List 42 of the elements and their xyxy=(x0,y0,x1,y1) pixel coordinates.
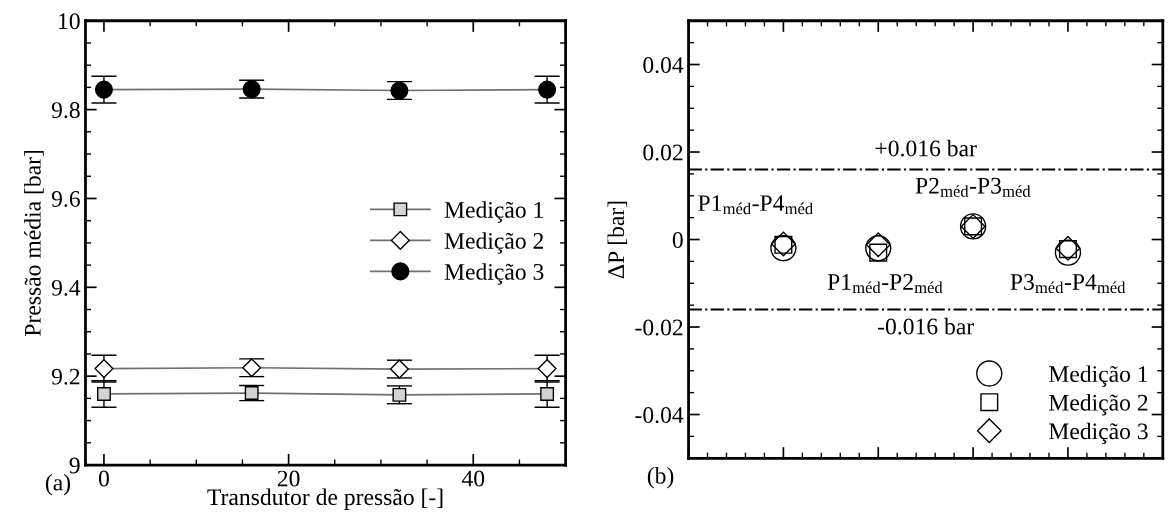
annotation: P1$_{méd}$-P2$_{méd}$ xyxy=(827,274,943,294)
annotation: P3$_{méd}$-P4$_{méd}$ xyxy=(1010,274,1126,294)
y-tick-label: -0.02 xyxy=(635,319,683,336)
legend-label: Medição 1 xyxy=(444,201,543,223)
y-tick-label: 9 xyxy=(69,457,80,474)
point xyxy=(537,359,557,379)
x-axis-title: Transdutor de pressão [-] xyxy=(207,488,443,510)
y-tick-label: 0.02 xyxy=(643,144,683,161)
y-tick-label: -0.04 xyxy=(635,407,684,424)
point xyxy=(392,387,407,402)
legend-label: Medição 3 xyxy=(444,263,544,285)
point xyxy=(244,386,259,400)
ref-line-label: +0.016 bar xyxy=(875,139,977,157)
point xyxy=(538,80,557,99)
x-tick-label: 40 xyxy=(461,470,485,487)
point xyxy=(770,235,797,262)
legend-label: Medição 2 xyxy=(444,232,544,254)
y-tick-label: 9.2 xyxy=(51,368,80,385)
point xyxy=(540,386,555,401)
y-tick-label: 0 xyxy=(672,232,683,248)
y-tick-label: 0.04 xyxy=(643,57,684,74)
point xyxy=(1054,239,1082,266)
y-tick-label: 9.8 xyxy=(51,102,80,119)
text: (a) xyxy=(45,473,71,496)
legend-label: Medição 2 xyxy=(1049,394,1148,416)
point xyxy=(94,80,113,99)
y-tick-label: 9.4 xyxy=(51,279,81,296)
point xyxy=(94,359,114,379)
point xyxy=(1055,235,1081,261)
ref-line-label: -0.016 bar xyxy=(878,317,974,335)
legend-label: Medição 3 xyxy=(1049,422,1148,445)
y-axis-title: Pressão média [bar] xyxy=(24,150,44,336)
text: (b) xyxy=(647,467,674,489)
annotation: P2$_{méd}$-P3$_{méd}$ xyxy=(915,177,1031,197)
annotation: P1$_{méd}$-P4$_{méd}$ xyxy=(698,195,813,215)
x-tick-label: 0 xyxy=(98,470,109,487)
y-tick-label: 10 xyxy=(59,13,80,30)
y-axis-title: ΔP [bar] xyxy=(607,201,628,279)
x-tick-label: 20 xyxy=(277,470,300,487)
y-tick-label: 9.6 xyxy=(51,191,80,207)
legend-label: Medição 1 xyxy=(1049,365,1148,387)
point xyxy=(97,386,111,401)
